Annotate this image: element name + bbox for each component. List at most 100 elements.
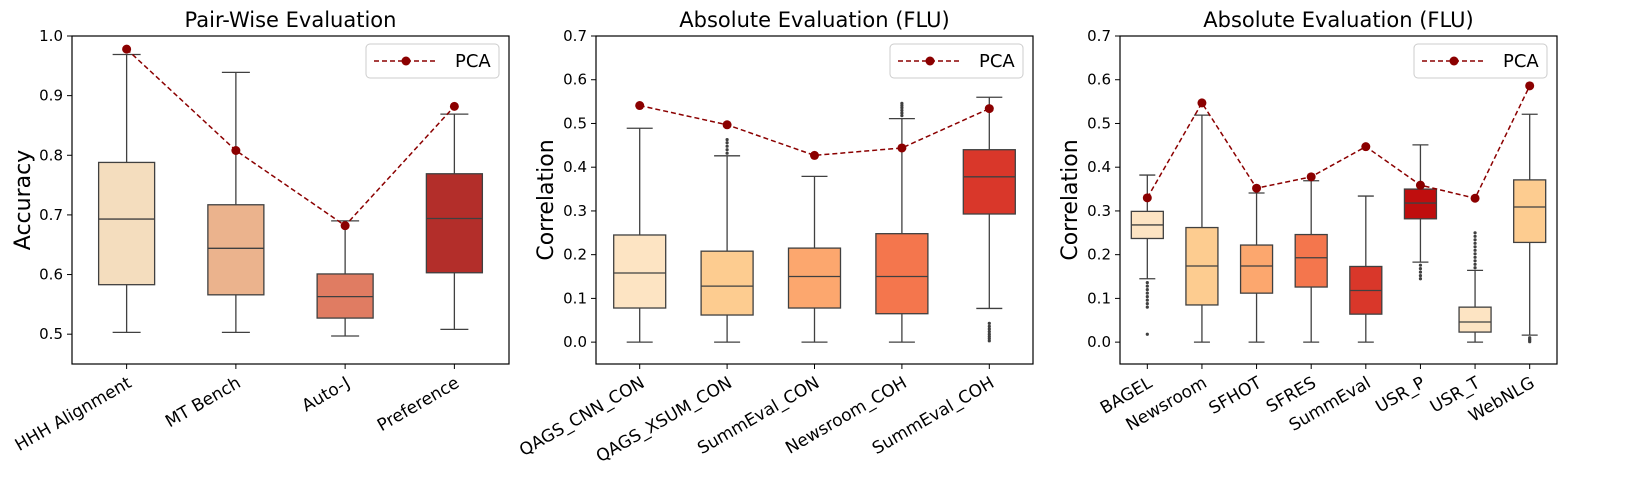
outlier-point	[987, 330, 991, 334]
box-body	[1403, 188, 1438, 220]
pca-point	[635, 101, 645, 111]
category-label: Preference	[374, 373, 463, 436]
y-tick-label: 0.2	[1087, 246, 1111, 264]
legend: PCA	[889, 43, 1024, 79]
pca-point	[1361, 142, 1371, 152]
y-tick-label: 0.3	[563, 202, 587, 220]
outlier-point	[987, 339, 991, 343]
outlier-point	[900, 103, 904, 108]
outlier-point	[1473, 266, 1477, 270]
pca-point	[231, 146, 241, 156]
y-tick-label: 0.6	[563, 71, 587, 89]
outlier-point	[1418, 263, 1423, 267]
outlier-point	[1418, 267, 1423, 271]
y-tick-label: 1.0	[39, 27, 63, 45]
legend-marker-swatch	[401, 56, 411, 66]
box-body	[875, 233, 929, 315]
outlier-point	[1473, 245, 1477, 249]
legend: PCA	[365, 43, 500, 79]
box-Auto-J	[316, 220, 374, 337]
pca-point	[1142, 193, 1152, 203]
box-WebNLG	[1513, 113, 1547, 344]
outlier-point	[1145, 291, 1149, 295]
outlier-point	[1145, 288, 1149, 292]
outlier-point	[1473, 241, 1477, 245]
y-tick-label: 0.0	[563, 333, 587, 351]
y-tick-label: 0.5	[563, 114, 587, 132]
pca-point	[1197, 98, 1207, 108]
outlier-point	[900, 101, 904, 105]
y-tick-label: 0.8	[39, 146, 63, 164]
outlier-point	[1145, 305, 1149, 309]
outlier-point	[1473, 259, 1477, 263]
pca-point	[1470, 193, 1480, 203]
outlier-point	[725, 141, 729, 145]
pca-point	[122, 44, 132, 54]
box-SFHOT	[1239, 192, 1274, 343]
y-tick-label: 0.1	[1087, 289, 1111, 307]
legend-marker-swatch	[925, 56, 935, 66]
pca-point	[1252, 183, 1262, 193]
pca-line	[1146, 85, 1531, 200]
outlier-point	[1145, 298, 1149, 302]
outlier-point	[987, 321, 991, 325]
y-tick-label: 0.7	[563, 27, 587, 45]
box-USR_T	[1458, 231, 1492, 343]
category-label: Auto-J	[299, 373, 354, 416]
category-label: USR_P	[1372, 373, 1429, 417]
outlier-point	[1473, 252, 1477, 256]
y-tick-label: 0.2	[563, 246, 587, 264]
outlier-point	[1528, 336, 1532, 340]
outlier-point	[1418, 274, 1423, 278]
y-tick-label: 0.7	[1087, 27, 1111, 45]
box-SummEval_COH	[962, 96, 1016, 343]
legend: PCA	[1413, 43, 1548, 79]
box-body	[613, 234, 667, 309]
pca-point	[1415, 180, 1425, 190]
outlier-point	[900, 106, 904, 110]
box-Newsroom	[1185, 114, 1219, 343]
outlier-point	[987, 324, 991, 328]
panel-3: Absolute Evaluation (FLU) Correlation 0.0 0…	[1058, 8, 1558, 436]
outlier-point	[987, 332, 991, 336]
pca-point	[449, 101, 459, 111]
box-body	[425, 173, 484, 274]
box-body	[962, 149, 1016, 215]
panel-2: Absolute Evaluation (FLU) Correlation 0.0 0…	[516, 8, 1034, 467]
chart-title: Absolute Evaluation (FLU)	[1203, 8, 1473, 32]
outlier-point	[1473, 231, 1477, 235]
box-QAGS_CNN_CON	[613, 127, 667, 343]
y-tick-label: 0.5	[1087, 114, 1111, 132]
pca-point	[897, 143, 907, 153]
box-HHH Alignment	[97, 53, 156, 334]
box-BAGEL	[1130, 174, 1164, 336]
y-tick-label: 0.6	[39, 266, 63, 284]
box-body	[700, 250, 754, 316]
outlier-point	[1418, 277, 1423, 281]
y-tick-label: 0.0	[1087, 333, 1111, 351]
box-body	[787, 247, 842, 309]
outlier-point	[1473, 248, 1477, 252]
box-SummEval_CON	[787, 175, 842, 343]
chart-title: Absolute Evaluation (FLU)	[679, 8, 949, 32]
pca-point	[1306, 172, 1316, 182]
box-SFRES	[1294, 180, 1328, 343]
y-axis-label: Accuracy	[11, 150, 36, 250]
outlier-point	[725, 148, 729, 152]
outlier-point	[987, 327, 991, 331]
y-tick-label: 0.5	[39, 325, 63, 343]
outlier-point	[1145, 281, 1149, 285]
outlier-point	[1145, 302, 1149, 306]
box-Preference	[425, 113, 484, 331]
y-axis-label: Correlation	[1058, 139, 1083, 260]
outlier-point	[1145, 295, 1149, 299]
pca-line	[126, 48, 455, 227]
pca-point	[340, 221, 350, 231]
box-USR_P	[1403, 144, 1438, 281]
box-body	[1294, 233, 1328, 288]
legend-marker-swatch	[1449, 56, 1459, 66]
pca-point	[984, 104, 994, 114]
chart-title: Pair-Wise Evaluation	[185, 8, 397, 32]
box-MT Bench	[207, 71, 265, 334]
